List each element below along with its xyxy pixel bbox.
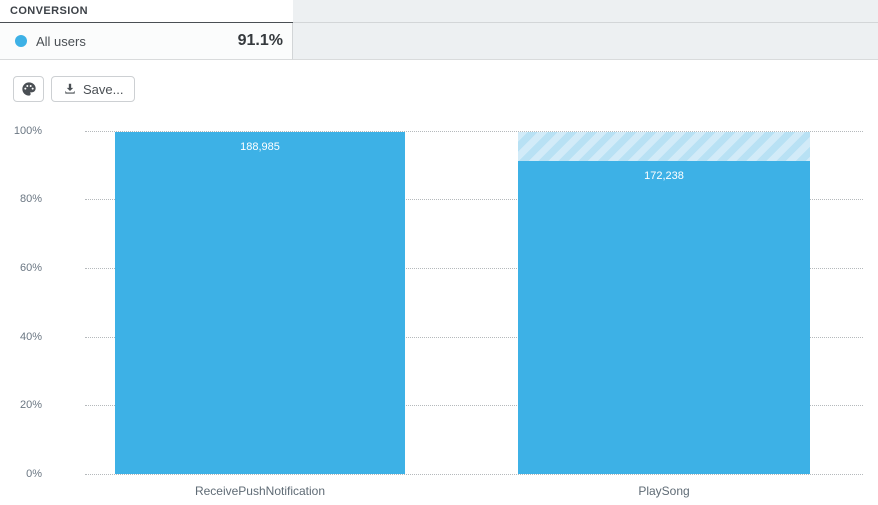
y-tick-label: 60%	[19, 261, 42, 274]
download-icon	[63, 82, 77, 96]
gridline	[85, 267, 863, 269]
y-tick-label: 80%	[19, 193, 42, 206]
report-header: CONVERSION	[0, 0, 878, 23]
conversion-summary-row: All users 91.1%	[0, 23, 878, 60]
gridline	[85, 199, 863, 201]
y-tick-label: 0%	[26, 468, 42, 480]
page-title: CONVERSION	[10, 5, 88, 17]
gridline	[85, 405, 863, 407]
gridline	[85, 130, 863, 132]
funnel-bar-dropoff[interactable]	[518, 131, 810, 161]
save-button[interactable]: Save...	[51, 76, 136, 102]
x-category-label: ReceivePushNotification	[194, 484, 326, 498]
y-tick-label: 40%	[19, 330, 42, 343]
y-tick-label: 100%	[13, 124, 42, 137]
gridline	[85, 336, 863, 338]
x-category-label: PlaySong	[638, 484, 690, 498]
report-header-left: CONVERSION	[0, 0, 293, 23]
y-tick-label: 20%	[19, 399, 42, 412]
bar-value-label: 188,985	[240, 140, 280, 153]
palette-icon	[21, 81, 37, 97]
summary-row-filler	[293, 23, 878, 60]
series-label: All users	[36, 33, 86, 49]
legend-cell[interactable]: All users 91.1%	[0, 23, 293, 60]
conversion-rate: 91.1%	[237, 32, 283, 49]
chart-toolbar: Save...	[13, 76, 136, 102]
funnel-bar[interactable]	[518, 160, 810, 474]
save-button-label: Save...	[83, 81, 124, 97]
bar-value-label: 172,238	[644, 169, 684, 182]
series-color-dot	[15, 35, 27, 47]
gridline	[85, 474, 863, 475]
funnel-bar[interactable]	[115, 131, 405, 474]
palette-button[interactable]	[13, 76, 44, 102]
report-header-right	[293, 0, 878, 23]
